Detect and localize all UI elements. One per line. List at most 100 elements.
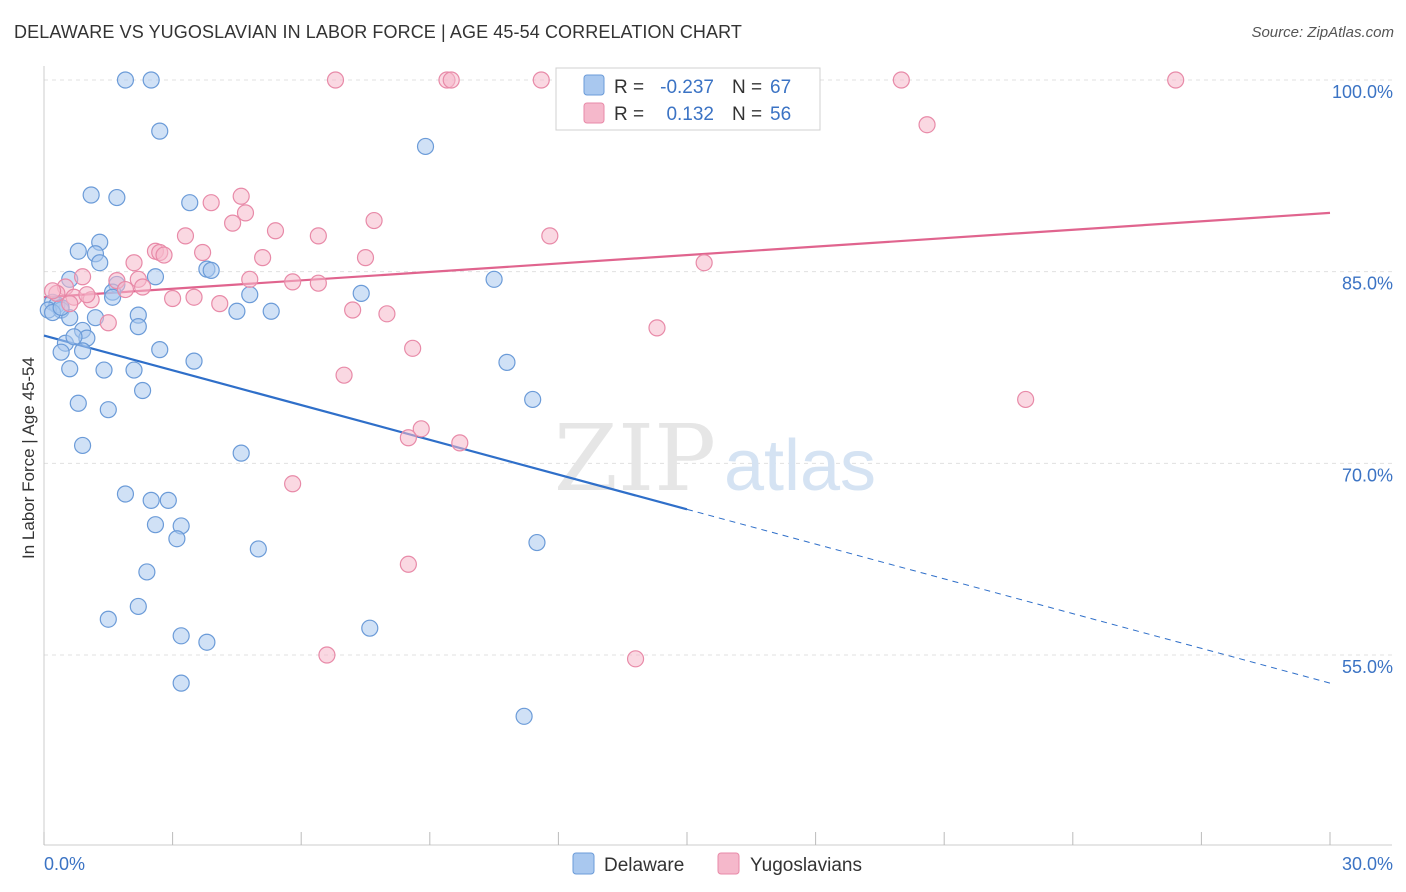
yugoslavian-point-55: [78, 286, 96, 304]
axes: [43, 66, 1392, 846]
delaware-point-60: [361, 619, 379, 637]
yugoslavian-point-11: [224, 214, 242, 232]
y-tick-labels: 100.0% 85.0% 70.0% 55.0%: [1332, 82, 1393, 677]
yugoslavian-trend-line: [43, 211, 1331, 299]
delaware-point-66: [65, 328, 83, 346]
delaware-point-47: [73, 436, 92, 455]
yugoslavian-point-38: [61, 295, 79, 313]
yugoslavian-point-46: [1017, 390, 1035, 409]
delaware-point-51: [159, 491, 177, 509]
bottom-legend-swatch-delaware: [572, 852, 595, 875]
y-tick-label-1: 85.0%: [1342, 274, 1393, 294]
yugoslavian-point-14: [309, 227, 327, 245]
x-tick-labels: 0.0% 30.0%: [44, 854, 1393, 874]
gridlines: [44, 79, 1392, 656]
delaware-point-36: [73, 342, 92, 360]
correlation-legend: R = -0.237 N = 67 R = 0.132 N = 56: [555, 67, 821, 131]
delaware-point-37: [151, 341, 169, 359]
delaware-point-64: [515, 707, 533, 725]
yugoslavian-points: [43, 71, 1185, 668]
delaware-point-56: [249, 540, 267, 558]
yugoslavian-point-32: [116, 280, 135, 299]
yugoslavian-point-45: [335, 366, 353, 384]
yugoslavian-point-15: [541, 227, 559, 245]
delaware-point-0: [116, 71, 135, 89]
yugoslavian-point-2: [442, 71, 460, 89]
delaware-point-41: [95, 361, 113, 379]
legend-r-label-2: R =: [614, 104, 644, 125]
bottom-legend-yugoslavians: Yugoslavians: [750, 855, 862, 876]
yugoslavian-point-53: [626, 650, 645, 668]
y-tick-label-2: 70.0%: [1342, 465, 1393, 485]
yugoslavian-point-12: [266, 222, 285, 240]
delaware-point-13: [146, 268, 165, 286]
delaware-point-49: [116, 485, 135, 503]
delaware-point-52: [146, 516, 165, 534]
yugoslavian-point-44: [404, 339, 422, 357]
delaware-point-54: [168, 530, 186, 548]
yugoslavian-point-0: [326, 71, 345, 89]
yugoslavian-point-40: [344, 301, 362, 319]
delaware-point-38: [185, 352, 203, 370]
legend-swatch-yugoslavian: [583, 102, 605, 124]
yugoslavian-point-52: [318, 646, 336, 664]
delaware-point-40: [61, 360, 79, 378]
delaware-point-43: [133, 381, 152, 400]
yugoslavian-point-27: [284, 273, 302, 291]
delaware-point-14: [485, 270, 503, 288]
legend-r-label-1: R =: [614, 77, 644, 98]
yugoslavian-point-3: [532, 71, 550, 89]
delaware-point-44: [69, 394, 87, 412]
yugoslavian-point-43: [648, 319, 666, 337]
legend-r-value-1: -0.237: [660, 77, 714, 98]
delaware-point-31: [129, 318, 147, 336]
yugoslavian-point-47: [412, 420, 430, 438]
legend-n-label-1: N =: [732, 77, 762, 98]
trend-lines: [43, 211, 1331, 684]
delaware-points: [39, 71, 546, 725]
yugoslavian-point-39: [211, 295, 229, 313]
yugoslavian-point-5: [1167, 71, 1185, 89]
delaware-point-55: [528, 533, 546, 552]
delaware-trend-line: [43, 334, 688, 511]
yugoslavian-point-41: [378, 305, 396, 323]
delaware-point-46: [524, 390, 542, 409]
yugoslavian-point-54: [43, 282, 62, 300]
delaware-point-57: [138, 563, 156, 581]
delaware-point-48: [232, 444, 250, 462]
legend-n-value-2: 56: [770, 104, 791, 125]
delaware-point-20: [352, 284, 370, 302]
delaware-point-61: [172, 627, 190, 645]
y-axis-title: In Labor Force | Age 45-54: [19, 357, 38, 559]
delaware-point-42: [125, 361, 143, 379]
delaware-point-35: [52, 343, 70, 361]
yugoslavian-point-7: [232, 187, 250, 205]
chart-title: DELAWARE VS YUGOSLAVIAN IN LABOR FORCE |…: [14, 22, 742, 42]
yugoslavian-point-25: [241, 270, 259, 288]
delaware-point-18: [103, 288, 122, 306]
delaware-point-50: [142, 491, 160, 509]
yugoslavian-point-28: [309, 274, 327, 292]
yugoslavian-point-20: [254, 249, 272, 267]
yugoslavian-point-29: [73, 268, 92, 286]
delaware-point-63: [172, 674, 190, 692]
delaware-point-39: [498, 353, 516, 371]
delaware-point-28: [228, 302, 246, 320]
legend-n-value-1: 67: [770, 77, 791, 98]
legend-n-label-2: N =: [732, 104, 762, 125]
yugoslavian-point-8: [202, 194, 220, 212]
delaware-point-19: [241, 286, 259, 304]
y-tick-label-0: 100.0%: [1332, 82, 1393, 102]
yugoslavian-point-35: [185, 288, 203, 306]
delaware-point-4: [82, 186, 100, 204]
yugoslavian-point-22: [125, 254, 143, 272]
yugoslavian-point-49: [451, 434, 469, 452]
yugoslavian-point-51: [399, 555, 417, 573]
source-credit: Source: ZipAtlas.com: [1251, 24, 1394, 41]
delaware-point-12: [202, 261, 220, 279]
yugoslavian-point-9: [236, 204, 255, 222]
delaware-point-45: [99, 401, 117, 419]
bottom-legend-swatch-yugoslavian: [717, 852, 740, 875]
legend-r-value-2: 0.132: [666, 104, 714, 125]
